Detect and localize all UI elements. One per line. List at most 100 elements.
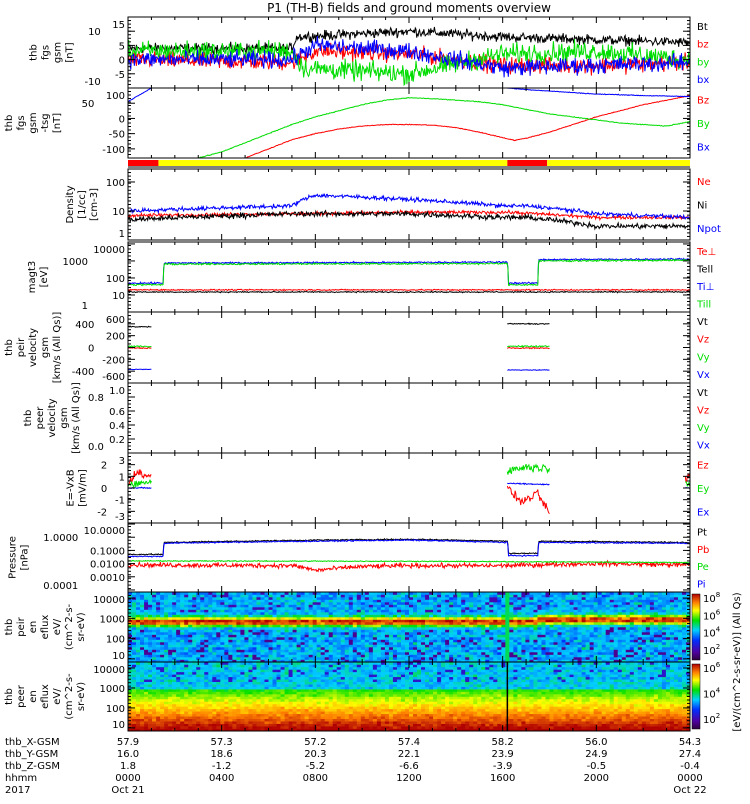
spectrogram-cell <box>357 615 361 618</box>
spectrogram-cell <box>148 637 152 640</box>
spectrogram-cell <box>409 612 413 615</box>
spectrogram-cell <box>232 605 236 608</box>
spectrogram-cell <box>345 630 349 633</box>
spectrogram-cell <box>429 597 433 600</box>
spectrogram-cell <box>204 600 208 603</box>
spectrogram-cell <box>590 652 594 655</box>
spectrogram-cell <box>152 600 156 603</box>
spectrogram-cell <box>566 650 570 653</box>
spectrogram-cell <box>678 627 682 630</box>
spectrogram-cell <box>184 645 188 648</box>
spectrogram-cell <box>313 595 317 598</box>
spectrogram-cell <box>140 610 144 613</box>
spectrogram-cell <box>232 647 236 650</box>
spectrogram-cell <box>449 610 453 613</box>
spectrogram-cell <box>224 605 228 608</box>
spectrogram-cell <box>273 595 277 598</box>
spectrogram-cell <box>425 620 429 623</box>
spectrogram-cell <box>353 630 357 633</box>
spectrogram-cell <box>216 610 220 613</box>
spectrogram-cell <box>497 617 501 620</box>
spectrogram-cell <box>397 607 401 610</box>
spectrogram-cell <box>401 652 405 655</box>
spectrogram-cell <box>501 637 505 640</box>
spectrogram-cell <box>401 610 405 613</box>
spectrogram-cell <box>132 612 136 615</box>
spectrogram-cell <box>240 657 244 660</box>
spectrogram-cell <box>224 625 228 628</box>
spectrogram-cell <box>244 625 248 628</box>
spectrogram-cell <box>618 615 622 618</box>
spectrogram-cell <box>204 602 208 605</box>
spectrogram-cell <box>650 635 654 638</box>
spectrogram-cell <box>614 615 618 618</box>
spectrogram-cell <box>654 647 658 650</box>
spectrogram-cell <box>537 657 541 660</box>
spectrogram-cell <box>650 612 654 615</box>
spectrogram-cell <box>545 625 549 628</box>
spectrogram-cell <box>200 620 204 623</box>
spectrogram-cell <box>529 595 533 598</box>
spectrogram-cell <box>429 645 433 648</box>
spectrogram-cell <box>317 617 321 620</box>
spectrogram-cell <box>541 645 545 648</box>
spectrogram-cell <box>269 617 273 620</box>
spectrogram-cell <box>437 605 441 608</box>
spectrogram-cell <box>405 637 409 640</box>
spectrogram-cell <box>678 652 682 655</box>
spectrogram-cell <box>393 595 397 598</box>
spectrogram-cell <box>646 607 650 610</box>
spectrogram-cell <box>646 617 650 620</box>
spectrogram-cell <box>244 630 248 633</box>
spectrogram-cell <box>481 635 485 638</box>
spectrogram-cell <box>277 610 281 613</box>
spectrogram-cell <box>445 642 449 645</box>
spectrogram-cell <box>313 627 317 630</box>
spectrogram-cell <box>393 602 397 605</box>
spectrogram-cell <box>220 650 224 653</box>
spectrogram-cell <box>301 612 305 615</box>
spectrogram-cell <box>517 642 521 645</box>
spectrogram-cell <box>521 652 525 655</box>
spectrogram-cell <box>405 635 409 638</box>
spectrogram-cell <box>646 640 650 643</box>
spectrogram-cell <box>293 652 297 655</box>
spectrogram-cell <box>558 602 562 605</box>
spectrogram-cell <box>269 600 273 603</box>
spectrogram-cell <box>337 637 341 640</box>
spectrogram-cell <box>554 647 558 650</box>
spectrogram-cell <box>678 605 682 608</box>
spectrogram-cell <box>465 607 469 610</box>
spectrogram-cell <box>184 625 188 628</box>
spectrogram-cell <box>453 650 457 653</box>
spectrogram-cell <box>533 632 537 635</box>
spectrogram-cell <box>453 595 457 598</box>
spectrogram-cell <box>437 642 441 645</box>
spectrogram-cell <box>381 605 385 608</box>
spectrogram-cell <box>493 640 497 643</box>
spectrogram-cell <box>200 605 204 608</box>
spectrogram-cell <box>441 607 445 610</box>
spectrogram-cell <box>433 617 437 620</box>
spectrogram-cell <box>264 640 268 643</box>
spectrogram-cell <box>273 652 277 655</box>
spectrogram-cell <box>273 645 277 648</box>
spectrogram-cell <box>425 637 429 640</box>
spectrogram-cell <box>497 652 501 655</box>
spectrogram-cell <box>618 647 622 650</box>
spectrogram-cell <box>497 602 501 605</box>
spectrogram-cell <box>180 657 184 660</box>
spectrogram-cell <box>341 600 345 603</box>
spectrogram-cell <box>477 622 481 625</box>
spectrogram-cell <box>493 655 497 658</box>
spectrogram-cell <box>281 650 285 653</box>
spectrogram-cell <box>513 602 517 605</box>
spectrogram-cell <box>618 617 622 620</box>
spectrogram-cell <box>405 647 409 650</box>
spectrogram-cell <box>341 595 345 598</box>
spectrogram-cell <box>168 652 172 655</box>
spectrogram-cell <box>437 595 441 598</box>
spectrogram-cell <box>529 615 533 618</box>
spectrogram-cell <box>160 652 164 655</box>
